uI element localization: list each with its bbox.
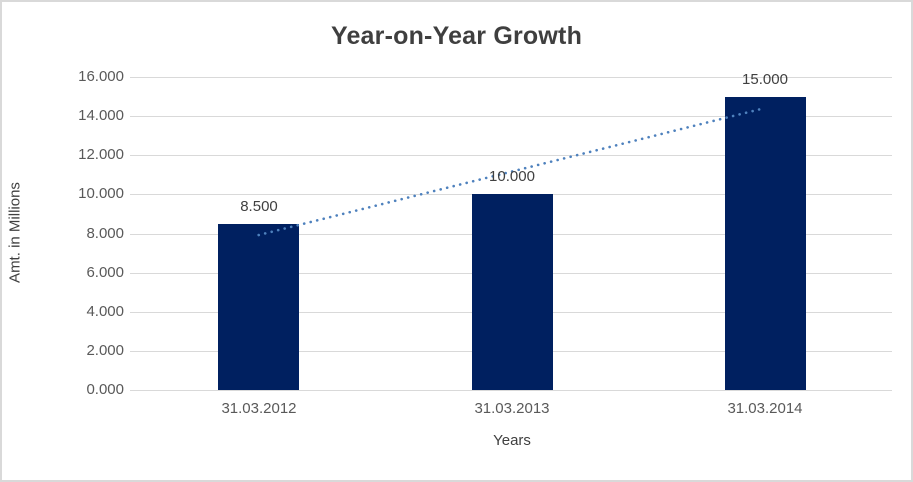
bar-data-label: 15.000 <box>742 71 788 88</box>
y-tick-label: 16.000 <box>78 68 124 85</box>
bar <box>472 194 553 390</box>
gridline <box>130 116 892 117</box>
x-tick-label: 31.03.2013 <box>474 400 550 417</box>
y-tick-label: 4.000 <box>86 303 124 320</box>
bar-data-label: 10.000 <box>489 168 535 185</box>
y-tick-label: 14.000 <box>78 107 124 124</box>
x-axis-title: Years <box>493 432 531 449</box>
y-tick-label: 6.000 <box>86 264 124 281</box>
bar <box>725 97 806 390</box>
trendline <box>257 106 767 237</box>
bar <box>218 224 299 390</box>
gridline <box>130 77 892 78</box>
y-tick-label: 0.000 <box>86 381 124 398</box>
y-tick-label: 8.000 <box>86 225 124 242</box>
y-axis-title: Amt. in Millions <box>6 182 24 283</box>
gridline <box>130 155 892 156</box>
y-tick-label: 2.000 <box>86 342 124 359</box>
chart-title: Year-on-Year Growth <box>330 22 583 50</box>
y-tick-label: 12.000 <box>78 146 124 163</box>
y-tick-label: 10.000 <box>78 185 124 202</box>
gridline <box>130 390 892 391</box>
bar-data-label: 8.500 <box>240 198 278 215</box>
x-tick-label: 31.03.2014 <box>727 400 803 417</box>
x-tick-label: 31.03.2012 <box>221 400 297 417</box>
